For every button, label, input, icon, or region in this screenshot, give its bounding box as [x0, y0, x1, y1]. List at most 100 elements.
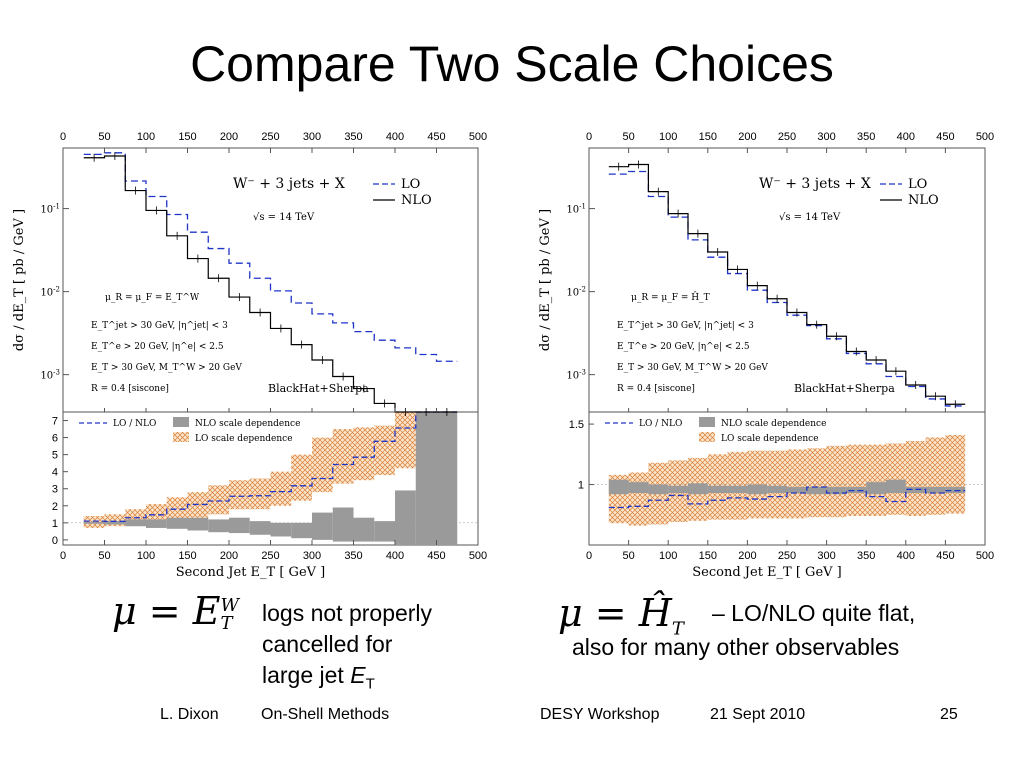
cut-label: E_T^jet > 30 GeV, |η^jet| < 3	[617, 321, 754, 331]
nlo-scale-band-bin	[806, 486, 827, 495]
x-tick-label-top: 500	[976, 131, 994, 143]
cut-label: R = 0.4 [siscone]	[617, 384, 695, 394]
x-tick-label-top: 100	[659, 131, 677, 143]
nlo-scale-band-bin	[270, 522, 292, 537]
nlo-scale-band-bin	[846, 486, 867, 494]
x-tick-label-bottom: 300	[817, 550, 835, 562]
cut-label: E_T > 30 GeV, M_T^W > 20 GeV	[91, 363, 242, 373]
x-tick-label-top: 250	[778, 131, 796, 143]
cut-label: E_T > 30 GeV, M_T^W > 20 GeV	[617, 363, 768, 373]
plot-energy-label: √s = 14 TeV	[779, 212, 841, 223]
y-tick-label: 10-1	[566, 203, 586, 216]
ratio-legend-swatch-lo	[173, 432, 189, 442]
lo-scale-band-bin	[945, 434, 966, 514]
x-tick-label-bottom: 100	[137, 550, 155, 562]
lo-scale-band-bin	[925, 437, 946, 515]
cut-label: E_T^e > 20 GeV, |η^e| < 2.5	[617, 342, 750, 352]
legend-label: NLO	[908, 193, 939, 208]
x-tick-label-top: 0	[60, 131, 66, 143]
x-tick-label-top: 50	[622, 131, 634, 143]
ratio-tick-label: 3	[52, 484, 58, 496]
scale-choice-label: μ_R = μ_F = E_T^W	[105, 293, 200, 303]
lo-scale-band-bin	[291, 454, 312, 501]
series-nlo-line	[608, 163, 966, 405]
x-tick-label-bottom: 500	[976, 550, 994, 562]
x-tick-label-top: 350	[344, 131, 362, 143]
caption-left-sub: T	[365, 675, 375, 693]
nlo-scale-band-bin	[886, 479, 906, 494]
lo-scale-band-bin	[270, 471, 292, 506]
formula-right-h: Ĥ	[638, 591, 672, 635]
lo-scale-band-bin	[846, 444, 867, 516]
lo-scale-band-bin	[312, 437, 333, 493]
x-tick-label-top: 200	[220, 131, 238, 143]
y-axis-label: dσ / dE_T [ pb / GeV ]	[538, 209, 553, 351]
x-tick-label-bottom: 200	[738, 550, 756, 562]
lo-scale-band-bin	[886, 443, 906, 515]
nlo-scale-band-bin	[925, 486, 946, 494]
lo-scale-band-bin	[249, 478, 271, 510]
caption-left-line3: large jet ET	[262, 660, 432, 700]
x-tick-label-top: 150	[699, 131, 717, 143]
x-tick-label-top: 450	[427, 131, 445, 143]
x-tick-label-bottom: 450	[936, 550, 954, 562]
nlo-scale-band-bin	[767, 485, 787, 494]
caption-left-line2: cancelled for	[262, 631, 393, 657]
ratio-legend-swatch-lo	[699, 432, 715, 442]
nlo-scale-band-bin	[628, 482, 649, 494]
lo-scale-band-bin	[104, 514, 126, 527]
footer-talk: On-Shell Methods	[261, 706, 390, 723]
ratio-tick-label: 7	[52, 416, 58, 428]
x-tick-label-top: 400	[386, 131, 404, 143]
ratio-tick-label: 4	[52, 467, 58, 479]
x-tick-label-bottom: 400	[897, 550, 915, 562]
y-tick-label: 10-2	[40, 286, 60, 299]
caption-left-e: E	[350, 662, 366, 688]
x-tick-label-top: 350	[857, 131, 875, 143]
watermark-label: BlackHat+Sherpa	[794, 382, 895, 395]
lo-scale-band-bin	[866, 444, 886, 516]
nlo-scale-band-bin	[353, 517, 375, 542]
y-axis-label: dσ / dE_T [ pb / GeV ]	[12, 209, 27, 351]
nlo-scale-band-bin	[208, 519, 229, 533]
nlo-scale-band-bin	[187, 517, 209, 531]
ratio-tick-label: 6	[52, 433, 58, 445]
x-tick-label-top: 450	[936, 131, 954, 143]
nlo-scale-band-bin	[229, 517, 250, 534]
ratio-legend-label: NLO scale dependence	[721, 419, 826, 429]
nlo-scale-band-bin	[83, 521, 105, 524]
caption-right-line2: also for many other observables	[572, 634, 900, 660]
footer-page: 25	[940, 706, 958, 723]
nlo-scale-band-bin	[866, 482, 886, 495]
slide-title: Compare Two Scale Choices	[190, 36, 834, 92]
x-tick-label-bottom: 350	[857, 550, 875, 562]
legend-label: LO	[401, 177, 420, 192]
chart-panel-2: 0 0 50 50 100 100 150 150 200 200 250 250 300 300 350 3…	[538, 131, 994, 580]
lo-scale-band-bin	[727, 451, 748, 520]
nlo-scale-band-bin	[291, 522, 312, 539]
lo-over-nlo-line	[608, 486, 966, 509]
caption-left: logs not properly cancelled for large je…	[262, 598, 432, 700]
lo-scale-band-bin	[806, 448, 827, 518]
y-tick-label: 10-3	[566, 369, 586, 382]
nlo-scale-band-bin	[436, 412, 458, 545]
x-tick-label-bottom: 0	[60, 550, 66, 562]
x-tick-label-top: 150	[178, 131, 196, 143]
formula-right-mu: μ =	[558, 591, 639, 635]
footer-author: L. Dixon	[160, 706, 219, 723]
cut-label: E_T^e > 20 GeV, |η^e| < 2.5	[91, 342, 224, 352]
x-tick-label-bottom: 450	[427, 550, 445, 562]
x-tick-label-top: 250	[261, 131, 279, 143]
ratio-legend-swatch-nlo	[699, 417, 715, 427]
nlo-scale-band-bin	[608, 479, 629, 495]
cut-label: E_T^jet > 30 GeV, |η^jet| < 3	[91, 321, 228, 331]
nlo-scale-band-bin	[688, 483, 708, 495]
formula-right: μ = ĤT	[558, 593, 684, 650]
lo-scale-band-bin	[332, 429, 354, 484]
x-tick-label-bottom: 50	[98, 550, 110, 562]
x-tick-label-bottom: 250	[261, 550, 279, 562]
x-axis-label: Second Jet E_T [ GeV ]	[176, 565, 325, 580]
lo-scale-band-bin	[628, 472, 649, 526]
y-tick-label: 10-1	[40, 203, 60, 216]
lo-scale-band-bin	[146, 504, 167, 523]
